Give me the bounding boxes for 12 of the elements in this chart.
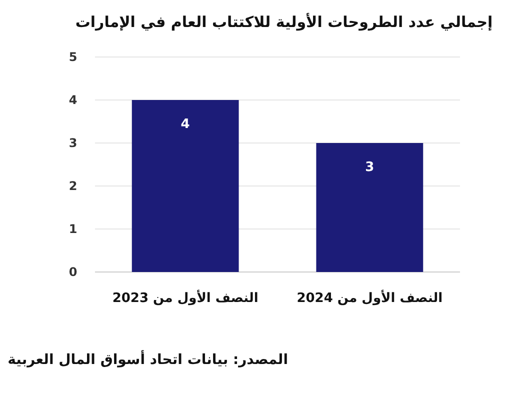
data-label: 3 — [365, 160, 374, 175]
text: المصدر: بيانات اتحاد أسواق المال العربية — [8, 350, 288, 368]
chart-title: إجمالي عدد الطروحات الأولية للاكتتاب العام في الإمارات — [75, 12, 493, 31]
x-tick-label: النصف الأول من 2024 — [296, 289, 443, 306]
y-tick-label: 5 — [68, 50, 78, 64]
x-tick-label: النصف الأول من 2023 — [112, 289, 258, 306]
y-tick-label: 2 — [68, 179, 78, 193]
y-tick-label: 4 — [68, 93, 78, 107]
y-tick-label: 0 — [68, 265, 78, 279]
data-label: 4 — [180, 117, 190, 132]
y-tick-label: 1 — [68, 222, 78, 236]
y-tick-label: 3 — [68, 136, 78, 150]
